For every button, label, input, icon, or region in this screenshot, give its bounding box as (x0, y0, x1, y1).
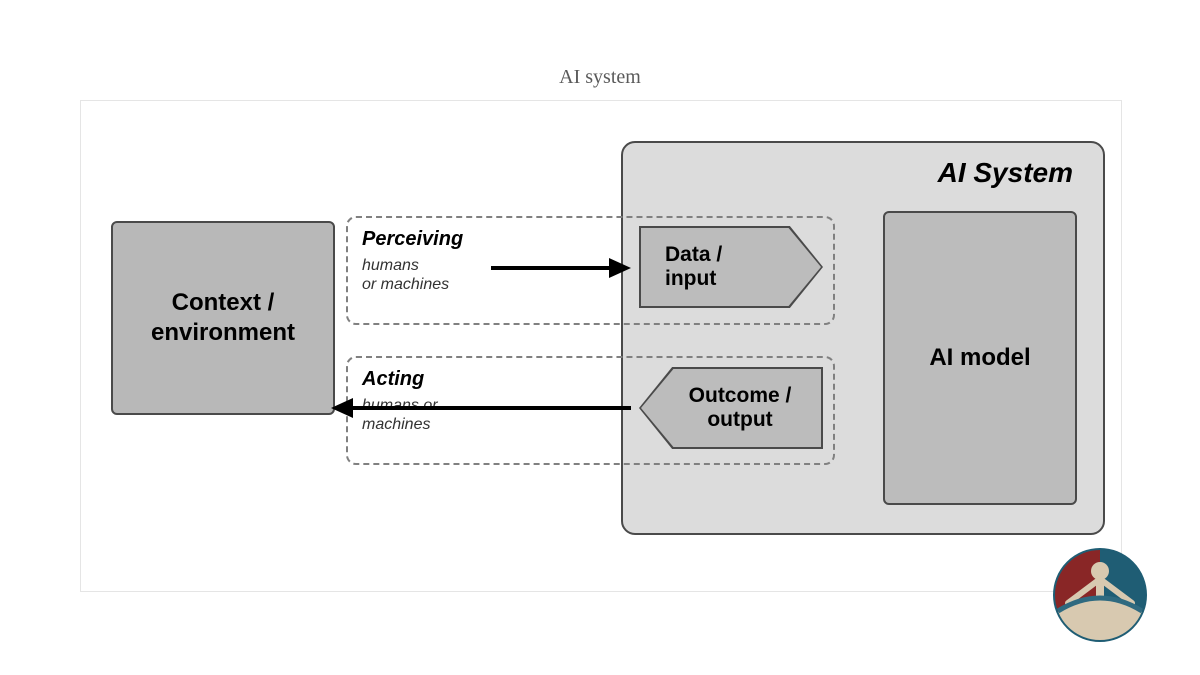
perceiving-subtitle: humansor machines (362, 256, 449, 294)
outcome-output-box: Outcome /output (641, 369, 821, 447)
data-input-label: Data /input (665, 243, 722, 291)
perceiving-title: Perceiving (362, 228, 463, 251)
ai-model-label: AI model (929, 344, 1030, 372)
perceive-arrow (491, 261, 631, 275)
diagram-frame: AI System AI model Perceiving humansor m… (80, 100, 1122, 592)
outcome-output-label: Outcome /output (689, 384, 792, 432)
ai-system-container-title: AI System (938, 157, 1073, 189)
slide-title: AI system (0, 66, 1200, 89)
data-input-box: Data /input (641, 228, 821, 306)
ai-model-box: AI model (883, 211, 1077, 505)
logo-icon (1050, 545, 1150, 645)
context-label: Context /environment (151, 288, 295, 348)
context-box: Context /environment (111, 221, 335, 415)
acting-title: Acting (362, 368, 424, 391)
act-arrow (331, 401, 631, 415)
ai-system-container: AI System AI model (621, 141, 1105, 535)
